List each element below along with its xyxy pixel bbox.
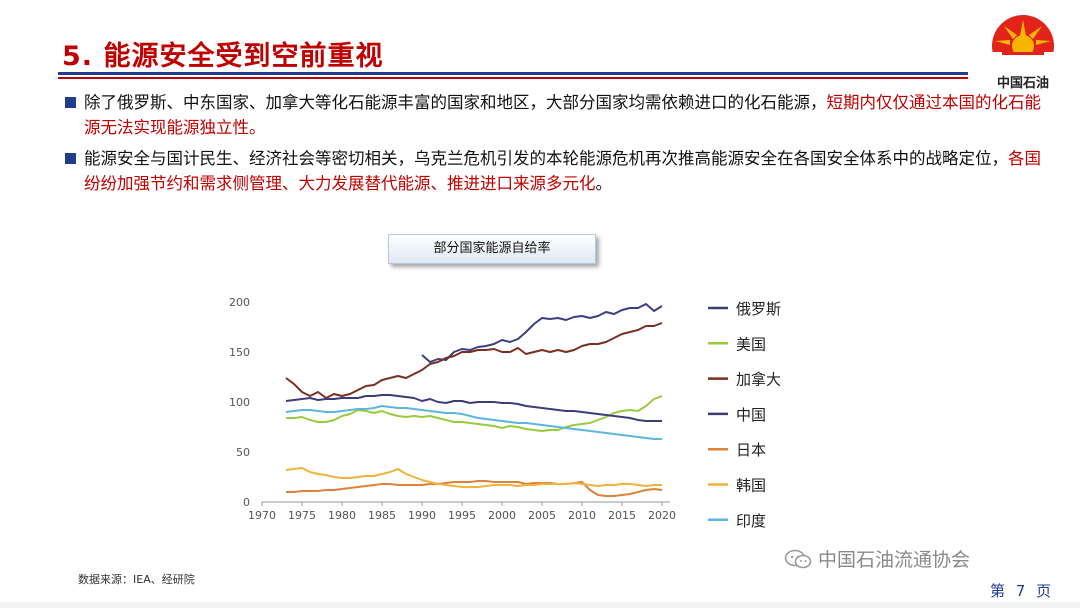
watermark-text: 中国石油流通协会 bbox=[818, 549, 971, 571]
x-tick-label: 1995 bbox=[448, 509, 476, 522]
watermark: 中国石油流通协会 bbox=[784, 545, 970, 572]
x-tick-label: 1970 bbox=[248, 509, 276, 522]
x-tick-label: 1980 bbox=[328, 509, 356, 522]
legend-label: 印度 bbox=[736, 512, 766, 530]
logo-text: 中国石油 bbox=[996, 76, 1049, 91]
data-source-note: 数据来源：IEA、经研院 bbox=[78, 573, 195, 586]
x-tick-label: 2000 bbox=[488, 509, 516, 522]
x-tick-label: 1975 bbox=[288, 509, 316, 522]
series-line-俄罗斯 bbox=[421, 303, 663, 363]
legend-label: 美国 bbox=[736, 335, 766, 353]
bullet-list: 除了俄罗斯、中东国家、加拿大等化石能源丰富的国家和地区，大部分国家均需依赖进口的… bbox=[64, 90, 1044, 202]
bullet-item-1: 除了俄罗斯、中东国家、加拿大等化石能源丰富的国家和地区，大部分国家均需依赖进口的… bbox=[64, 90, 1044, 140]
bullet-item-2: 能源安全与国计民生、经济社会等密切相关，乌克兰危机引发的本轮能源危机再次推高能源… bbox=[64, 146, 1044, 196]
bullet-text: 能源安全与国计民生、经济社会等密切相关，乌克兰危机引发的本轮能源危机再次推高能源… bbox=[84, 149, 1008, 168]
series-line-韩国 bbox=[285, 467, 662, 488]
bullet-highlight: 短期内仅仅通过本国的化石能源无法实现能源独立性。 bbox=[84, 93, 1041, 137]
legend-label: 加拿大 bbox=[736, 371, 781, 389]
page-number: 第 7 页 bbox=[990, 582, 1055, 600]
chart-title: 部分国家能源自给率 bbox=[388, 234, 596, 264]
bullet-highlight: 各国纷纷加强节约和需求侧管理、大力发展替代能源、推进进口来源多元化 bbox=[84, 149, 1041, 193]
x-tick-label: 2020 bbox=[648, 509, 676, 522]
series-line-美国 bbox=[286, 395, 663, 432]
petrochina-logo bbox=[990, 15, 1056, 79]
x-tick-label: 2015 bbox=[608, 509, 636, 522]
x-tick-label: 1990 bbox=[408, 509, 436, 522]
bullet-text: 除了俄罗斯、中东国家、加拿大等化石能源丰富的国家和地区，大部分国家均需依赖进口的… bbox=[84, 93, 827, 112]
bottom-strip bbox=[0, 602, 1080, 608]
slide-title: 5. 能源安全受到空前重视 bbox=[62, 41, 384, 72]
x-tick-label: 2005 bbox=[528, 509, 556, 522]
legend-label: 俄罗斯 bbox=[736, 300, 781, 318]
series-line-中国 bbox=[285, 394, 662, 422]
title-underline-red bbox=[58, 77, 968, 79]
bullet-tail: 。 bbox=[595, 174, 613, 193]
series-line-印度 bbox=[285, 405, 662, 440]
y-tick-label: 150 bbox=[229, 346, 250, 359]
x-tick-label: 1985 bbox=[368, 509, 396, 522]
y-tick-label: 100 bbox=[229, 396, 250, 409]
y-tick-label: 50 bbox=[236, 446, 250, 459]
wechat-icon bbox=[784, 549, 812, 569]
title-underline-blue bbox=[58, 72, 968, 75]
y-tick-label: 200 bbox=[229, 296, 250, 309]
bullet-square-icon bbox=[65, 97, 76, 108]
legend-label: 中国 bbox=[736, 406, 766, 424]
series-line-加拿大 bbox=[285, 322, 663, 399]
x-tick-label: 2010 bbox=[568, 509, 596, 522]
bullet-square-icon bbox=[65, 153, 76, 164]
legend-label: 日本 bbox=[736, 441, 766, 459]
legend-label: 韩国 bbox=[736, 477, 766, 495]
series-line-日本 bbox=[286, 480, 663, 497]
y-tick-label: 0 bbox=[243, 496, 250, 509]
